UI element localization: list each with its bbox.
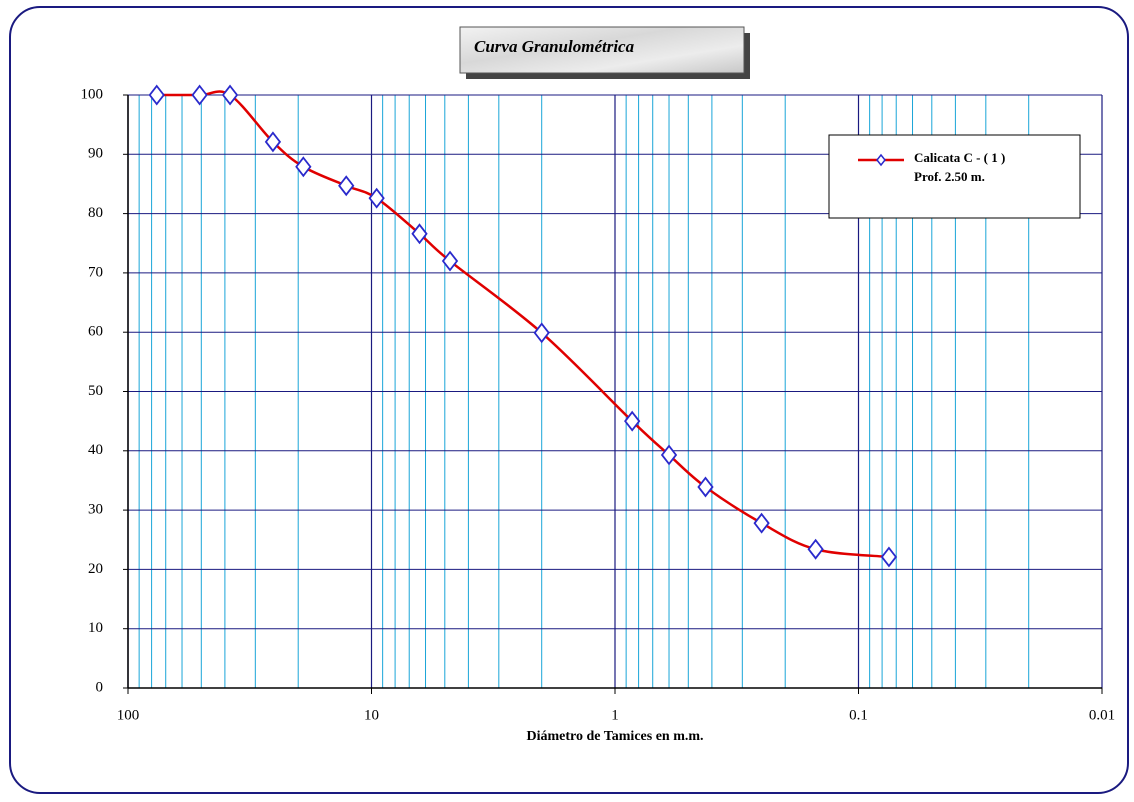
frame [9,6,1129,794]
data-point [411,223,428,245]
data-point [624,410,641,432]
data-point [148,84,165,106]
chart-title: Curva Granulométrica [474,37,635,56]
data-point [295,156,312,178]
y-tick-label: 10 [88,620,103,636]
data-point [880,546,898,568]
data-point [338,175,355,197]
y-tick-label: 70 [88,264,103,280]
legend-marker [876,153,886,167]
x-tick-label: 100 [117,707,140,723]
y-tick-label: 40 [88,442,103,458]
y-tick-label: 60 [88,324,103,340]
y-tick-label: 80 [88,205,103,221]
y-tick-label: 50 [88,383,103,399]
data-point [264,131,282,153]
legend-label: Calicata C - ( 1 ) [914,150,1005,165]
y-tick-label: 100 [81,86,104,102]
data-point [221,84,239,106]
legend-box [828,134,1081,219]
x-tick-label: 0.1 [849,707,868,723]
data-point [807,538,824,560]
data-point [441,250,459,272]
legend-note: Prof. 2.50 m. [914,169,985,184]
y-tick-label: 0 [96,679,104,695]
data-point [697,476,714,498]
y-tick-label: 20 [88,561,103,577]
data-point [660,444,678,466]
data-point [753,512,770,534]
data-point [191,84,208,106]
data-point [533,322,550,344]
x-axis-label: Diámetro de Tamices en m.m. [526,729,703,744]
data-point [368,187,385,209]
x-tick-label: 1 [611,707,619,723]
y-tick-label: 90 [88,146,103,162]
title-box [459,26,745,74]
x-tick-label: 0.01 [1089,707,1115,723]
y-tick-label: 30 [88,502,103,518]
x-tick-label: 10 [364,707,379,723]
